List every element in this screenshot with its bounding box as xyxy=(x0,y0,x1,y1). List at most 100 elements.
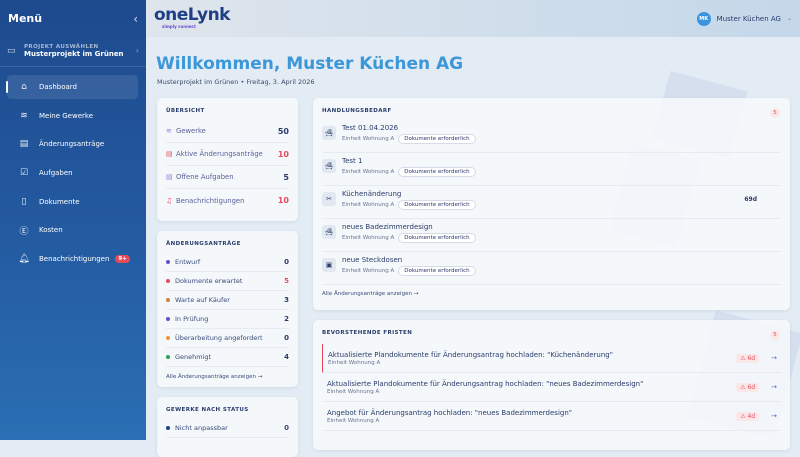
status-row[interactable]: Warte auf Käufer 3 xyxy=(166,291,289,310)
status-label: Genehmigt xyxy=(175,353,212,361)
chevron-right-icon: › xyxy=(135,46,139,55)
deadline-item[interactable]: Angebot für Änderungsantrag hochladen: "… xyxy=(322,402,781,431)
bathtub-icon: 🛁︎ xyxy=(322,159,336,173)
action-item[interactable]: ✂ Küchenänderung Einheit Wohnung A Dokument… xyxy=(322,186,781,219)
card-title: ÄNDERUNGSANTRÄGE xyxy=(166,241,241,247)
action-item[interactable]: 🛁︎ neues Badezimmerdesign Einheit Wohnung … xyxy=(322,219,781,252)
status-label: Warte auf Käufer xyxy=(175,296,230,304)
card-title: BEVORSTEHENDE FRISTEN xyxy=(322,330,413,336)
action-item[interactable]: ▣ neue Steckdosen Einheit Wohnung A Dokumen… xyxy=(322,252,781,285)
status-dot xyxy=(166,279,170,283)
arrow-right-icon[interactable]: → xyxy=(771,354,777,362)
sidebar: Menü ‹ ▭ PROJEKT AUSWÄHLEN Musterprojekt… xyxy=(0,0,146,440)
action-item-title: Küchenänderung xyxy=(342,190,402,198)
status-value: 0 xyxy=(284,334,289,342)
status-value: 4 xyxy=(284,353,289,361)
deadline-item[interactable]: Aktualisierte Plandokumente für Änderung… xyxy=(322,344,781,373)
status-tag: Dokumente erforderlich xyxy=(398,167,476,177)
overview-row[interactable]: ≋ Gewerke 50 xyxy=(166,120,289,143)
overview-value: 10 xyxy=(277,196,289,205)
page-title: Willkommen, Muster Küchen AG xyxy=(156,54,464,74)
deadline-unit: Einheit Wohnung A xyxy=(328,359,381,366)
user-menu[interactable]: MK Muster Küchen AG ⌄ xyxy=(696,11,792,26)
document-icon: ▤ xyxy=(19,139,29,150)
sidebar-item-aufgaben[interactable]: ☑ Aufgaben xyxy=(7,161,138,185)
notification-badge: 9+ xyxy=(115,255,130,264)
bell-icon: ♫ xyxy=(166,196,173,205)
status-row[interactable]: In Prüfung 2 xyxy=(166,310,289,329)
sidebar-item-meine-gewerke[interactable]: ≋ Meine Gewerke xyxy=(7,104,138,128)
action-item[interactable]: 🛁︎ Test 1 Einheit Wohnung A Dokumente erfor… xyxy=(322,153,781,186)
overview-label: Benachrichtigungen xyxy=(176,196,245,205)
logo[interactable]: oneLynk simply connect xyxy=(154,7,230,30)
sidebar-item-kosten[interactable]: Ⓔ Kosten xyxy=(7,218,138,242)
status-value: 5 xyxy=(284,277,289,285)
arrow-right-icon[interactable]: → xyxy=(771,383,777,391)
deadline-unit: Einheit Wohnung A xyxy=(327,417,380,424)
action-needed-card: HANDLUNGSBEDARF 5 🛁︎ Test 01.04.2026 Einhe… xyxy=(313,98,790,310)
sidebar-item-dokumente[interactable]: ▯ Dokumente xyxy=(7,190,138,214)
due-badge: ⚠ 4d xyxy=(736,411,760,421)
due-badge: ⚠ 6d xyxy=(736,353,760,363)
sidebar-item-benachrichtigungen[interactable]: 🔔︎ Benachrichtigungen 9+ xyxy=(7,247,138,271)
overview-label: Gewerke xyxy=(176,127,206,135)
action-item-unit: Einheit Wohnung A xyxy=(342,136,395,142)
status-label: Entwurf xyxy=(175,258,201,266)
collapse-sidebar-icon[interactable]: ‹ xyxy=(133,11,138,26)
bathtub-icon: 🛁︎ xyxy=(322,126,336,140)
sidebar-nav: ⌂ Dashboard ≋ Meine Gewerke ▤ Änderungsantr… xyxy=(0,67,146,271)
card-title: HANDLUNGSBEDARF xyxy=(322,108,392,114)
arrow-right-icon[interactable]: → xyxy=(771,412,777,420)
overview-row[interactable]: ▤ Aktive Änderungsanträge 10 xyxy=(166,143,289,166)
action-item-title: Test 01.04.2026 xyxy=(342,124,399,132)
sidebar-item-label: Dokumente xyxy=(39,197,80,206)
sidebar-item-label: Benachrichtigungen xyxy=(39,255,110,264)
status-row[interactable]: Dokumente erwartet 5 xyxy=(166,272,289,291)
bathtub-icon: 🛁︎ xyxy=(322,225,336,239)
socket-icon: ▣ xyxy=(322,258,336,272)
status-label: Dokumente erwartet xyxy=(175,277,243,285)
overview-card: ÜBERSICHT ≋ Gewerke 50 ▤ Aktive Änderungsant… xyxy=(157,98,298,221)
deadlines-card: BEVORSTEHENDE FRISTEN 5 Aktualisierte Pl… xyxy=(313,320,790,450)
status-row[interactable]: Überarbeitung angefordert 0 xyxy=(166,329,289,348)
user-name: Muster Küchen AG xyxy=(716,14,781,23)
status-row[interactable]: Entwurf 0 xyxy=(166,253,289,272)
status-dot xyxy=(166,336,170,340)
status-tag: Dokumente erforderlich xyxy=(398,233,476,243)
status-row[interactable]: Nicht anpassbar 0 xyxy=(166,419,289,438)
home-icon: ⌂ xyxy=(21,82,27,92)
bell-icon: 🔔︎ xyxy=(18,254,30,265)
project-selector[interactable]: ▭ PROJEKT AUSWÄHLEN Musterprojekt im Grü… xyxy=(0,37,146,67)
change-requests-card: ÄNDERUNGSANTRÄGE Entwurf 0 Dokumente erwar… xyxy=(157,231,298,387)
folder-icon: ▭ xyxy=(7,45,16,56)
action-item-title: Test 1 xyxy=(342,157,363,165)
status-value: 0 xyxy=(284,258,289,266)
status-value: 0 xyxy=(284,424,289,432)
card-title: GEWERKE NACH STATUS xyxy=(166,407,249,413)
action-item-unit: Einheit Wohnung A xyxy=(342,235,395,241)
logo-wordmark: oneLynk xyxy=(154,5,230,26)
overview-label: Offene Aufgaben xyxy=(176,173,234,181)
overview-row[interactable]: ▤ Offene Aufgaben 5 xyxy=(166,166,289,189)
document-icon: ▤ xyxy=(166,150,173,158)
sidebar-item-label: Meine Gewerke xyxy=(39,111,94,120)
count-badge: 5 xyxy=(770,108,780,118)
overview-value: 5 xyxy=(283,172,289,182)
project-name: Musterprojekt im Grünen xyxy=(24,49,124,58)
deadline-item[interactable]: Aktualisierte Plandokumente für Änderung… xyxy=(322,373,781,402)
status-dot xyxy=(166,317,170,321)
status-dot xyxy=(166,426,170,430)
layers-icon: ≋ xyxy=(166,127,172,135)
sidebar-header: Menü ‹ xyxy=(0,0,146,37)
sidebar-item-aenderungsantraege[interactable]: ▤ Änderungsanträge xyxy=(7,132,138,156)
action-item[interactable]: 🛁︎ Test 01.04.2026 Einheit Wohnung A Dokume… xyxy=(322,120,781,153)
overview-row[interactable]: ♫ Benachrichtigungen 10 xyxy=(166,189,289,212)
all-change-requests-link[interactable]: Alle Änderungsanträge anzeigen → xyxy=(166,374,263,380)
sidebar-item-label: Dashboard xyxy=(39,83,77,91)
days-remaining: 69d xyxy=(744,196,757,203)
trades-status-card: GEWERKE NACH STATUS Nicht anpassbar 0 xyxy=(157,397,298,457)
action-item-unit: Einheit Wohnung A xyxy=(342,202,395,208)
sidebar-item-dashboard[interactable]: ⌂ Dashboard xyxy=(6,75,138,99)
status-row[interactable]: Genehmigt 4 xyxy=(166,348,289,367)
all-change-requests-link[interactable]: Alle Änderungsanträge anzeigen → xyxy=(322,291,419,297)
